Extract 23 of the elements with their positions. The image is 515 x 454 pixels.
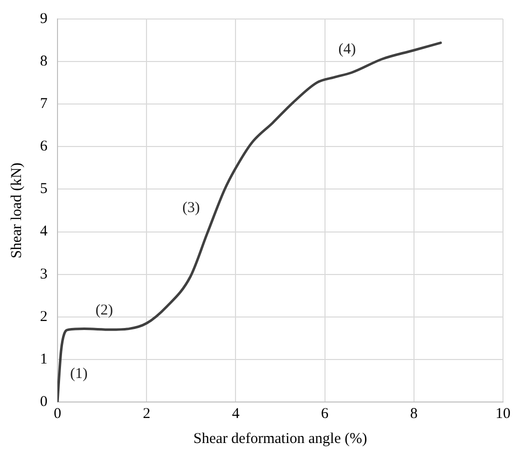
x-tick-label: 6: [321, 406, 330, 422]
annotation: (1): [70, 366, 88, 382]
y-tick-label: 1: [40, 351, 48, 368]
x-tick-label: 10: [496, 406, 510, 422]
annotation: (2): [96, 302, 114, 318]
x-tick-label: 0: [54, 406, 62, 422]
y-tick-label: 5: [40, 181, 48, 198]
y-tick-label: 2: [40, 308, 48, 325]
annotation: (4): [338, 42, 356, 58]
x-tick-label: 4: [232, 406, 240, 422]
y-tick-label: 8: [40, 53, 48, 70]
y-axis-title: Shear load (kN): [8, 162, 25, 258]
y-tick-label: 0: [40, 394, 48, 410]
y-tick-label: 3: [40, 266, 48, 282]
y-tick-label: 9: [40, 10, 48, 27]
x-axis-title: Shear deformation angle (%): [193, 430, 368, 447]
y-tick-label: 4: [40, 224, 48, 240]
x-tick-label: 2: [142, 406, 150, 422]
y-tick-label: 6: [40, 138, 48, 155]
x-tick-label: 8: [410, 406, 418, 422]
annotation: (3): [182, 200, 200, 216]
y-tick-label: 7: [40, 96, 48, 112]
line-series: [58, 42, 442, 402]
